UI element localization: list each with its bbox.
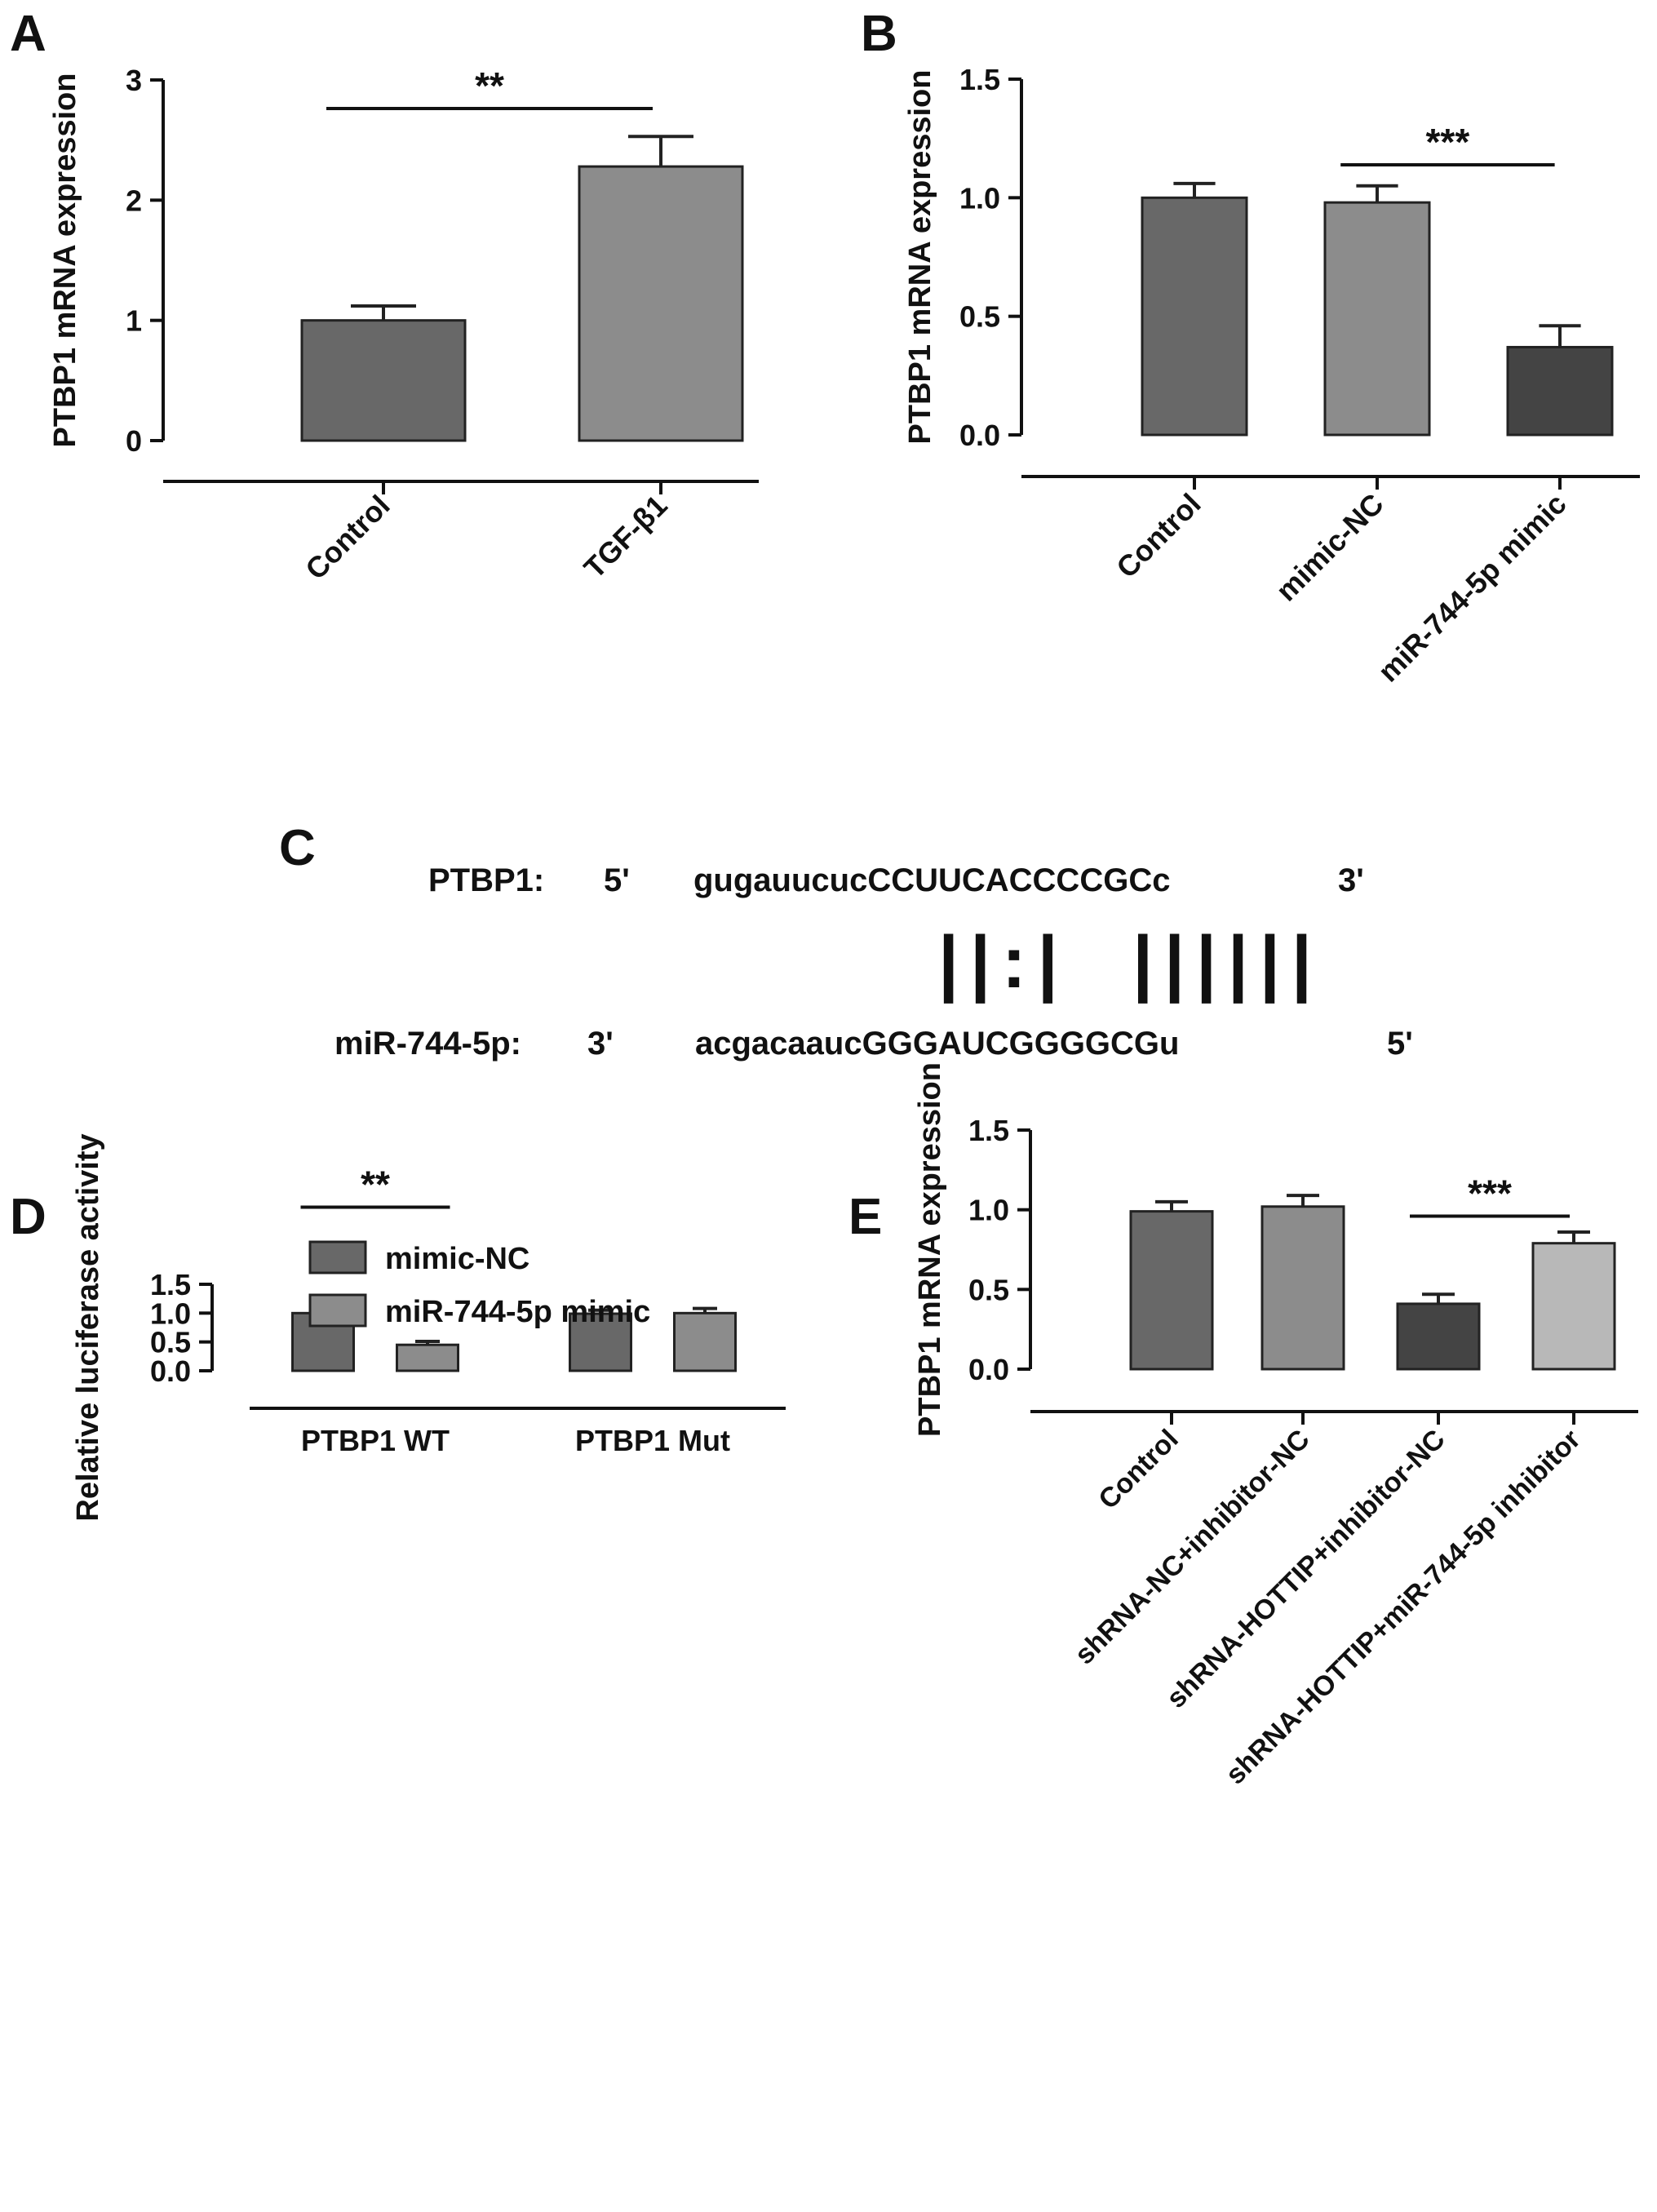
- x-category-label: PTBP1 WT: [301, 1424, 450, 1457]
- panel-letter-e: E: [848, 1189, 882, 1245]
- y-axis-title: Relative luciferase activity: [71, 1133, 105, 1521]
- bar: [300, 319, 467, 442]
- chart-panel-e: 0.0 0.5 1.0 1.5 PTBP1 mRNA expression Control…: [913, 1062, 1638, 1790]
- y-tick-label: 1: [126, 304, 142, 338]
- x-category-label: TGF-β1: [578, 489, 674, 585]
- significance-label: ***: [1426, 121, 1470, 163]
- ptbp1-label: PTBP1:: [428, 862, 544, 898]
- y-tick-label: 1.5: [959, 63, 1000, 96]
- ptbp1-3prime: 3': [1338, 862, 1364, 898]
- chart-panel-b: 0.0 0.5 1.0 1.5 PTBP1 mRNA expression Control…: [903, 63, 1640, 689]
- significance-label: **: [361, 1163, 390, 1205]
- x-category-label: shRNA-NC+inhibitor-NC: [1069, 1424, 1316, 1671]
- bar: [1531, 1242, 1616, 1371]
- x-category-label: PTBP1 Mut: [575, 1424, 730, 1457]
- x-category-label: miR-744-5p mimic: [1371, 487, 1573, 689]
- panel-letter-d: D: [10, 1189, 47, 1245]
- ptbp1-sequence: gugauucucCCUUCACCCCGCc: [693, 862, 1170, 898]
- legend-label: miR-744-5p mimic: [385, 1295, 650, 1329]
- x-category-label: shRNA-HOTTIP+inhibitor-NC: [1161, 1424, 1451, 1714]
- bar: [1506, 345, 1614, 437]
- bar: [673, 1311, 737, 1372]
- y-tick-label: 2: [126, 184, 142, 217]
- x-category-label: Control: [299, 489, 396, 586]
- chart-panel-a: 0 1 2 3 PTBP1 mRNA expression Control TGF-β1 **: [48, 64, 759, 586]
- mirna-3prime: 3': [587, 1026, 614, 1062]
- bar: [1396, 1302, 1481, 1371]
- y-tick-label: 1.0: [959, 181, 1000, 215]
- x-category-label: mimic-NC: [1269, 487, 1390, 608]
- y-tick-label: 1.5: [150, 1268, 191, 1301]
- pairing-lines: ||:| ||||||: [938, 922, 1312, 1004]
- mirna-sequence: acgacaaucGGGAUCGGGGCGu: [695, 1026, 1179, 1062]
- y-tick-label: 0.5: [959, 300, 1000, 334]
- legend-swatch: [308, 1240, 367, 1274]
- ptbp1-5prime: 5': [604, 862, 630, 898]
- y-tick-label: 1.0: [968, 1194, 1009, 1227]
- y-tick-label: 0.5: [968, 1273, 1009, 1306]
- y-tick-label: 3: [126, 64, 142, 97]
- y-axis-title: PTBP1 mRNA expression: [903, 70, 937, 445]
- significance-label: **: [475, 64, 504, 107]
- x-category-label: Control: [1110, 487, 1207, 584]
- bar: [1323, 201, 1431, 437]
- panel-letter-b: B: [861, 6, 897, 62]
- bar: [569, 1312, 632, 1372]
- chart-panel-d: 0.00.51.01.5 Relative luciferase activity…: [71, 1133, 786, 1522]
- mirna-5prime: 5': [1387, 1026, 1413, 1062]
- panel-letter-a: A: [10, 6, 47, 62]
- panel-letter-c: C: [279, 820, 316, 876]
- y-axis-title: PTBP1 mRNA expression: [48, 73, 82, 448]
- y-tick-label: 0.5: [150, 1326, 191, 1359]
- legend-label: mimic-NC: [385, 1242, 529, 1276]
- legend-swatch: [308, 1293, 367, 1328]
- y-axis-title: PTBP1 mRNA expression: [913, 1062, 947, 1437]
- y-tick-label: 0.0: [150, 1354, 191, 1388]
- y-tick-label: 0.0: [968, 1353, 1009, 1386]
- bar: [396, 1343, 459, 1372]
- mirna-label: miR-744-5p:: [335, 1026, 521, 1062]
- y-tick-label: 0: [126, 424, 142, 458]
- bar: [1260, 1205, 1345, 1371]
- x-category-label: Control: [1092, 1424, 1184, 1515]
- y-tick-label: 1.5: [968, 1114, 1009, 1147]
- y-tick-label: 1.0: [150, 1297, 191, 1330]
- bar: [1141, 196, 1248, 437]
- significance-label: ***: [1468, 1172, 1512, 1214]
- y-tick-label: 0.0: [959, 419, 1000, 452]
- sequence-alignment: PTBP1: 5' gugauucucCCUUCACCCCGCc 3' ||:|…: [335, 862, 1413, 1062]
- bar: [578, 165, 744, 442]
- bar: [1129, 1210, 1214, 1371]
